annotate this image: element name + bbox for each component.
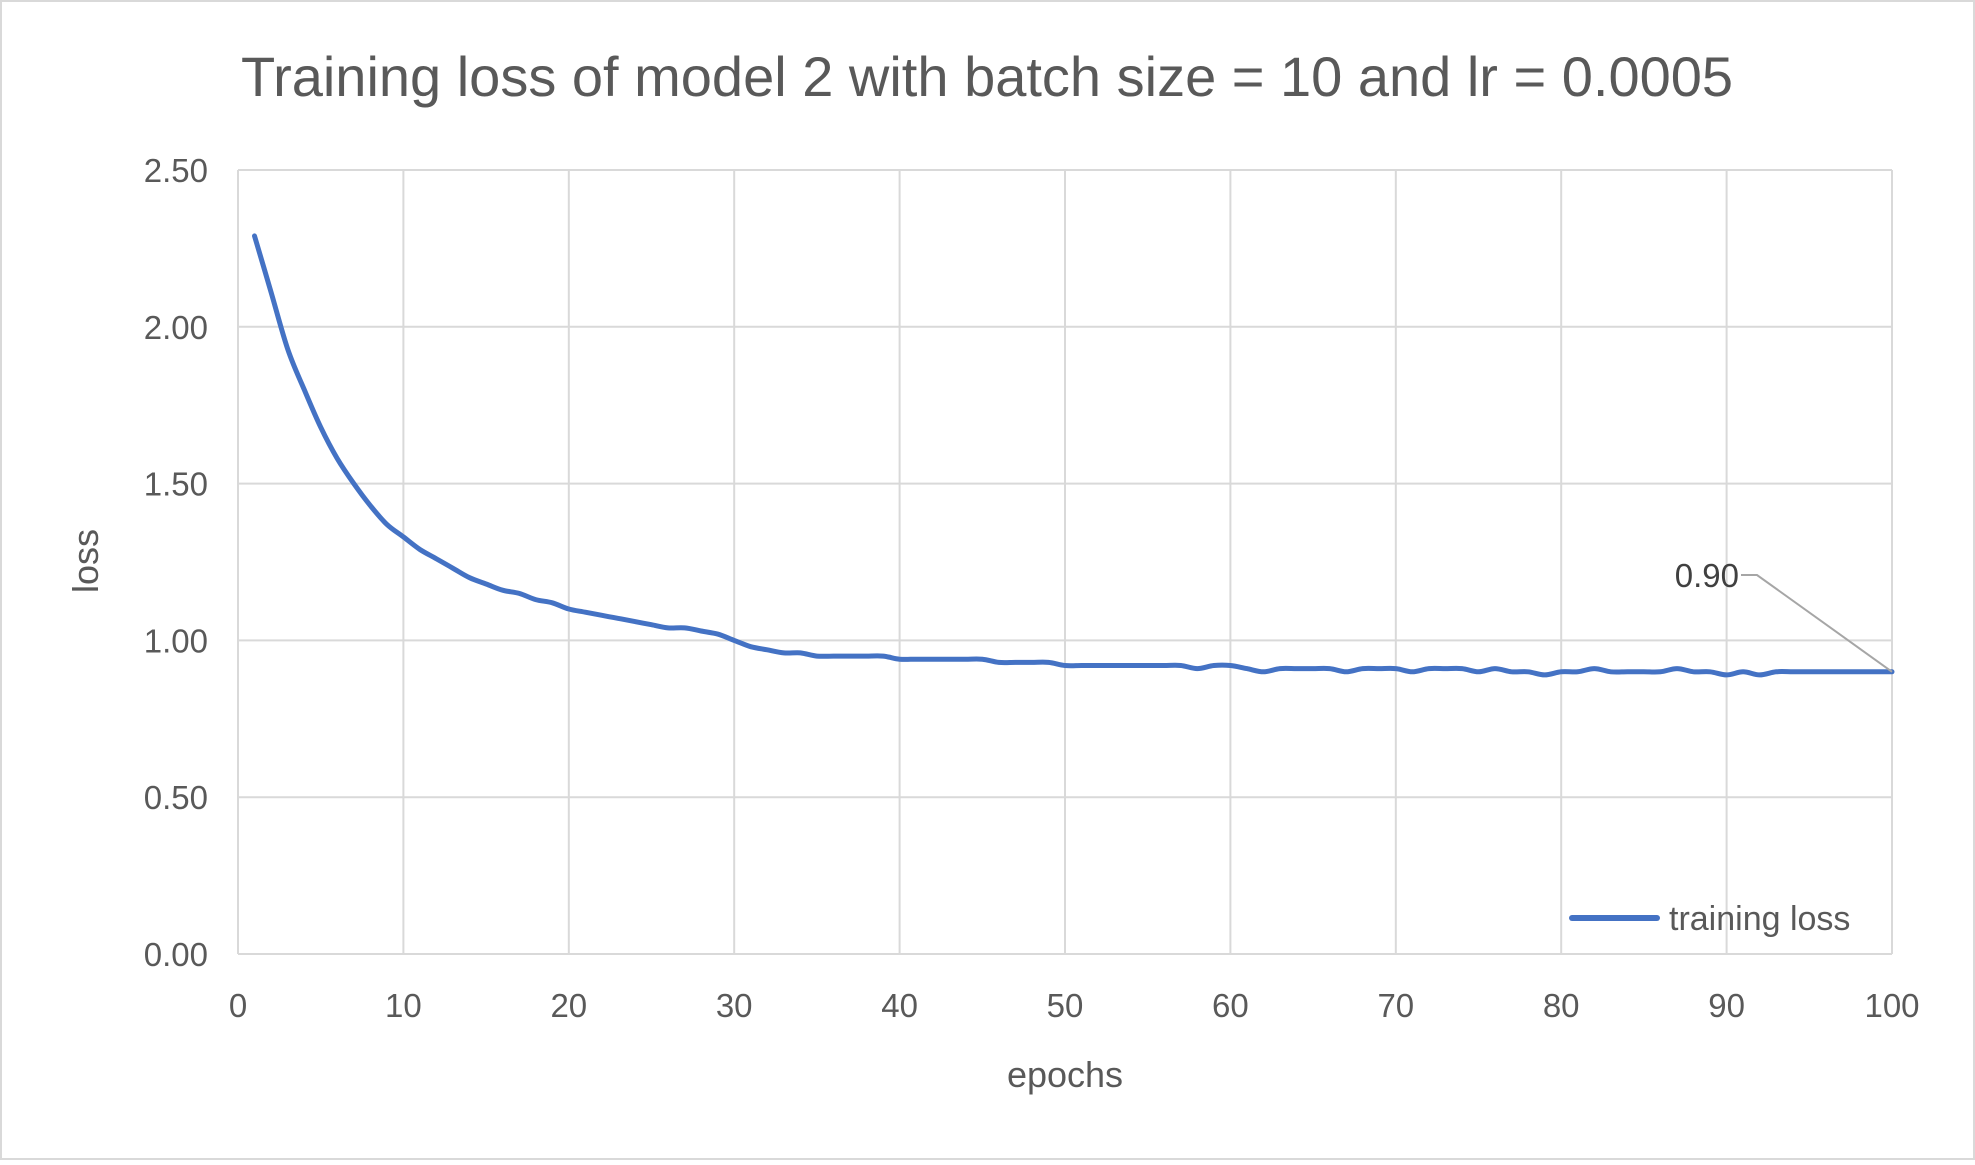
x-tick-label: 60 [1212,987,1249,1024]
data-label-last-point: 0.90 [1675,557,1739,594]
y-tick-label: 1.50 [144,466,208,503]
x-tick-label: 10 [385,987,422,1024]
y-tick-label: 0.00 [144,936,208,973]
x-tick-label: 20 [550,987,587,1024]
series-layer [252,233,1895,678]
x-tick-label: 50 [1047,987,1084,1024]
x-tick-label: 90 [1708,987,1745,1024]
y-tick-label: 0.50 [144,779,208,816]
x-tick-label: 80 [1543,987,1580,1024]
x-tick-label: 0 [229,987,247,1024]
x-tick-label: 40 [881,987,918,1024]
legend: training loss [1569,900,1850,938]
y-tick-label: 2.50 [144,152,208,189]
chart-title: Training loss of model 2 with batch size… [241,45,1733,108]
x-tick-label: 100 [1864,987,1919,1024]
y-tick-label: 1.00 [144,622,208,659]
legend-label-training-loss: training loss [1669,900,1850,938]
x-axis-label: epochs [1007,1054,1123,1095]
x-tick-label: 70 [1377,987,1414,1024]
y-axis-ticks: 0.00 0.50 1.00 1.50 2.00 2.50 [144,152,208,973]
x-axis-ticks: 0 10 20 30 40 50 60 70 80 90 100 [229,987,1920,1024]
grid-lines [237,169,1893,955]
y-axis-label: loss [65,529,106,593]
annotation-leader-line [1741,574,1893,673]
annotations: 0.90 [1675,557,1893,673]
x-tick-label: 30 [716,987,753,1024]
series-line-training-loss [252,233,1895,678]
y-tick-label: 2.00 [144,309,208,346]
